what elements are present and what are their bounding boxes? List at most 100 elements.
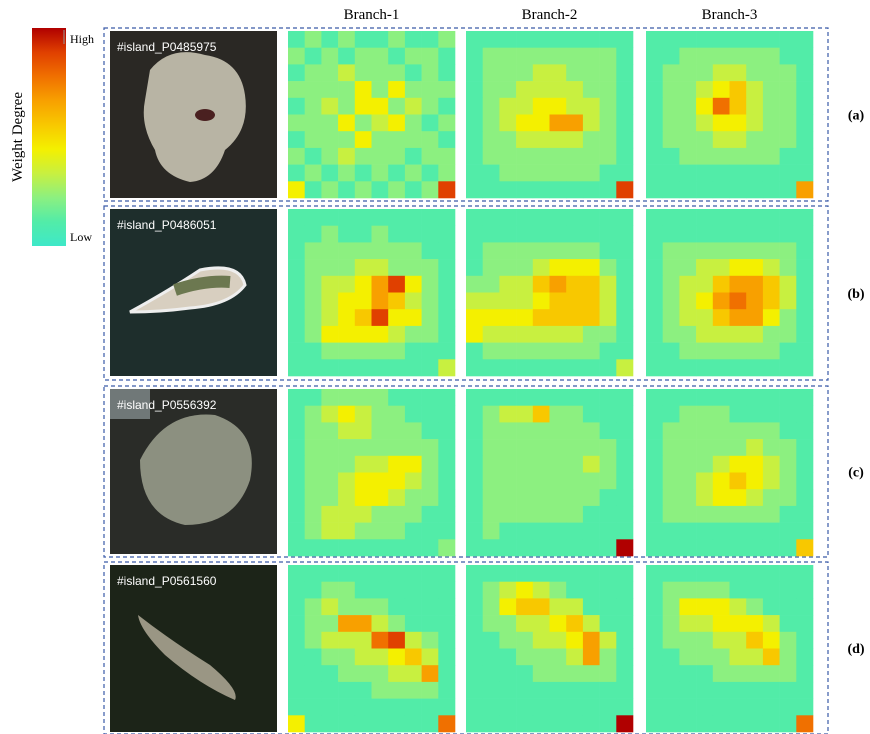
heatmap-cell	[600, 615, 617, 632]
heatmap-cell	[305, 582, 322, 599]
heatmap-cell	[763, 276, 780, 293]
heatmap-cell	[679, 31, 696, 48]
heatmap-cell	[679, 148, 696, 165]
heatmap-cell	[600, 276, 617, 293]
heatmap-cell	[780, 131, 797, 148]
heatmap-cell	[533, 309, 550, 326]
heatmap-cell	[713, 406, 730, 423]
heatmap-cell	[483, 489, 500, 506]
heatmap-cell	[746, 115, 763, 132]
heatmap-cell	[616, 489, 633, 506]
heatmap-cell	[566, 98, 583, 115]
heatmap-cell	[583, 64, 600, 81]
heatmap-cell	[679, 98, 696, 115]
heatmap-cell	[780, 389, 797, 406]
heatmap-cell	[646, 456, 663, 473]
heatmap-cell	[730, 48, 747, 65]
heatmap-cell	[796, 242, 813, 259]
heatmap-cell	[566, 293, 583, 310]
heatmap-cell	[780, 565, 797, 582]
heatmap-cell	[355, 309, 372, 326]
heatmap-cell	[355, 665, 372, 682]
image-id: #island_P0486051	[117, 218, 217, 232]
heatmap-cell	[516, 682, 533, 699]
heatmap-cell	[646, 309, 663, 326]
heatmap-cell	[679, 343, 696, 360]
heatmap-cell	[338, 293, 355, 310]
heatmap-cell	[483, 115, 500, 132]
heatmap-cell	[516, 389, 533, 406]
heatmap-cell	[566, 565, 583, 582]
heatmap-cell	[466, 64, 483, 81]
heatmap-cell	[730, 259, 747, 276]
heatmap-cell	[516, 131, 533, 148]
heatmap-cell	[533, 456, 550, 473]
heatmap-cell	[388, 115, 405, 132]
heatmap-cell	[422, 276, 439, 293]
heatmap-cell	[583, 48, 600, 65]
heatmap-cell	[646, 649, 663, 666]
heatmap-cell	[696, 715, 713, 732]
heatmap-cell	[550, 473, 567, 490]
heatmap-cell	[796, 31, 813, 48]
heatmap-cell	[679, 598, 696, 615]
heatmap-cell	[550, 422, 567, 439]
heatmap-cell	[438, 293, 455, 310]
heatmap-cell	[600, 456, 617, 473]
heatmap-cell	[405, 242, 422, 259]
heatmap-cell	[405, 209, 422, 226]
heatmap-cell	[438, 715, 455, 732]
heatmap-cell	[483, 31, 500, 48]
heatmap-cell	[796, 523, 813, 540]
heatmap-cell	[305, 343, 322, 360]
heatmap-cell	[730, 682, 747, 699]
heatmap-cell	[746, 31, 763, 48]
heatmap-cell	[583, 31, 600, 48]
heatmap-cell	[550, 506, 567, 523]
heatmap-cell	[663, 165, 680, 182]
heatmap-cell	[566, 649, 583, 666]
heatmap-cell	[663, 649, 680, 666]
heatmap-cell	[355, 489, 372, 506]
heatmap-cell	[483, 309, 500, 326]
heatmap-cell	[516, 598, 533, 615]
heatmap-cell	[388, 649, 405, 666]
heatmap-cell	[663, 181, 680, 198]
heatmap-cell	[796, 422, 813, 439]
heatmap-cell	[566, 389, 583, 406]
heatmap-cell	[583, 309, 600, 326]
heatmap-cell	[305, 209, 322, 226]
heatmap-cell	[483, 98, 500, 115]
heatmap-cell	[730, 582, 747, 599]
heatmap-cell	[763, 293, 780, 310]
heatmap-cell	[730, 98, 747, 115]
heatmap-cell	[746, 181, 763, 198]
heatmap-cell	[321, 406, 338, 423]
heatmap-cell	[679, 115, 696, 132]
heatmap-cell	[533, 131, 550, 148]
heatmap-cell	[321, 439, 338, 456]
heatmap-cell	[338, 326, 355, 343]
heatmap-cell	[288, 259, 305, 276]
heatmap-cell	[466, 242, 483, 259]
heatmap-cell	[422, 598, 439, 615]
heatmap-cell	[616, 665, 633, 682]
heatmap-cell	[305, 565, 322, 582]
heatmap-cell	[646, 293, 663, 310]
heatmap-cell	[646, 489, 663, 506]
heatmap-cell	[583, 226, 600, 243]
heatmap-cell	[338, 165, 355, 182]
heatmap-cell	[646, 131, 663, 148]
image-id: #island_P0485975	[117, 40, 217, 54]
row-label: (a)	[848, 109, 865, 124]
heatmap-cell	[696, 456, 713, 473]
heatmap-cell	[533, 439, 550, 456]
heatmap-cell	[600, 715, 617, 732]
heatmap-cell	[796, 456, 813, 473]
heatmap-cell	[438, 406, 455, 423]
heatmap-cell	[550, 48, 567, 65]
heatmap-cell	[321, 209, 338, 226]
heatmap-cell	[696, 359, 713, 376]
heatmap-cell	[355, 359, 372, 376]
heatmap-cell	[533, 565, 550, 582]
